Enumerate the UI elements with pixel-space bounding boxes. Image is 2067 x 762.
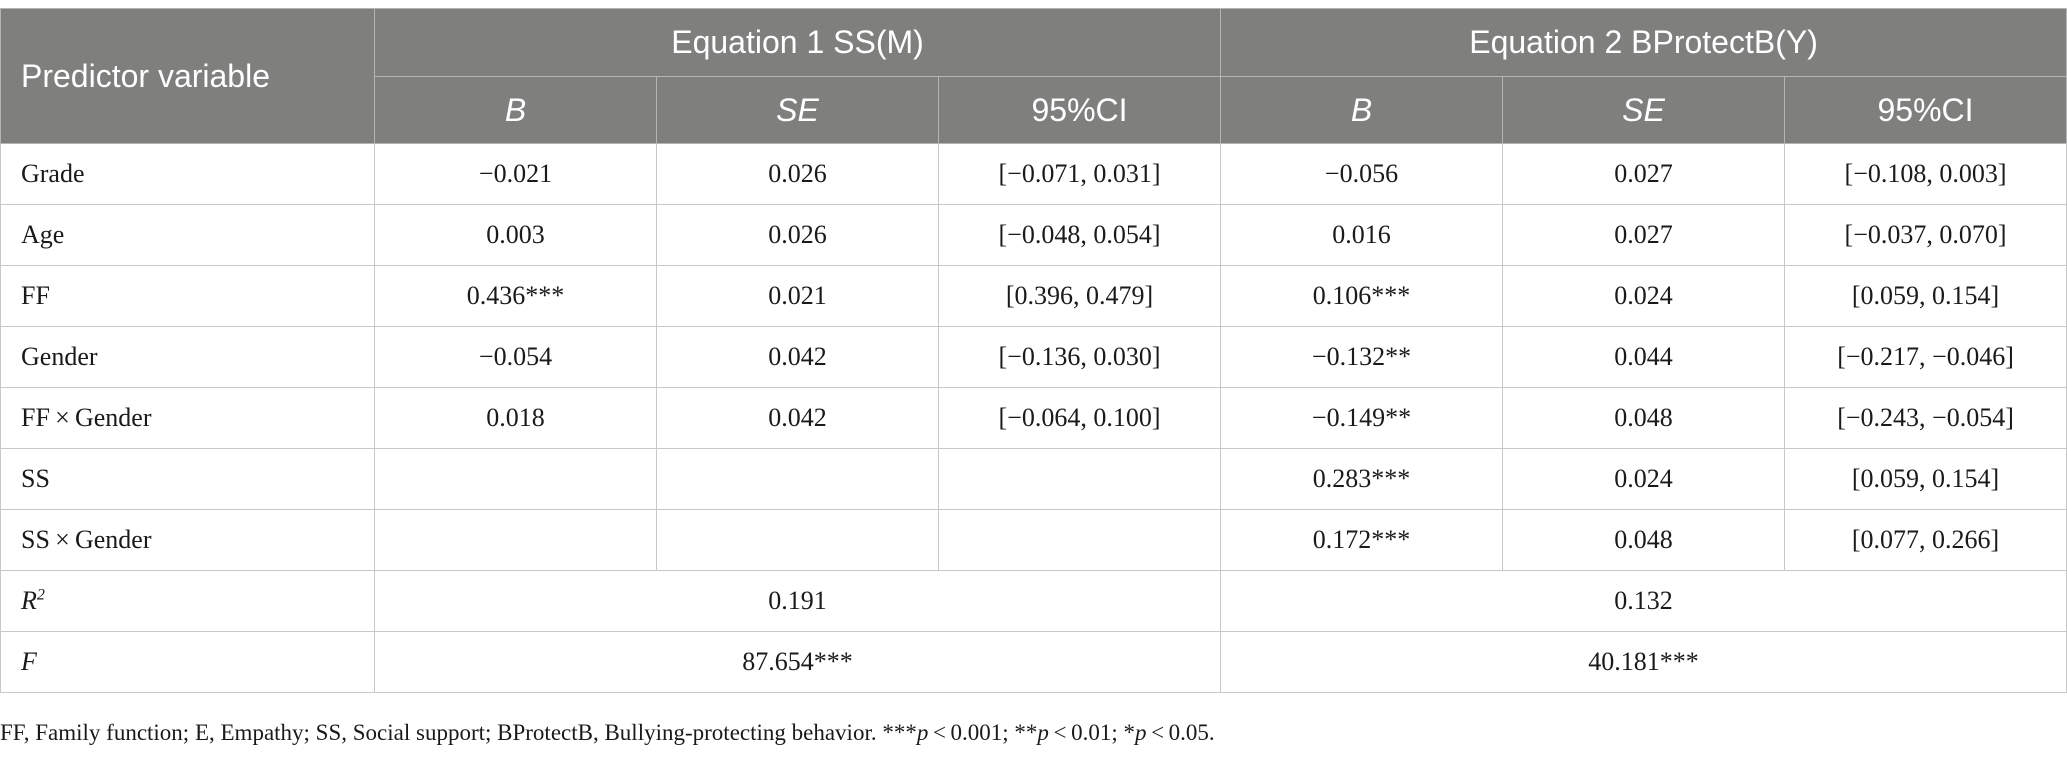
f-eq2: 40.181*** xyxy=(1220,631,2067,693)
row-label: FF × Gender xyxy=(0,387,375,449)
table-cell: 0.106*** xyxy=(1220,265,1504,327)
table-row: SS 0.283*** 0.024 [0.059, 0.154] xyxy=(0,448,2067,510)
footnote-p2: p xyxy=(1037,720,1049,745)
table-cell: 0.172*** xyxy=(1220,509,1504,571)
row-label: Age xyxy=(0,204,375,266)
r-squared-label: R2 xyxy=(0,570,375,632)
table-cell: −0.149** xyxy=(1220,387,1504,449)
eq2-se-header: SE xyxy=(1502,76,1786,144)
table-cell xyxy=(374,509,657,571)
row-label: SS xyxy=(0,448,375,510)
table-cell xyxy=(374,448,657,510)
table-cell: [−0.136, 0.030] xyxy=(937,326,1222,388)
table-cell: −0.056 xyxy=(1220,143,1504,205)
footnote-part4: < 0.05. xyxy=(1146,720,1215,745)
row-label: Grade xyxy=(0,143,375,205)
table-cell: [0.059, 0.154] xyxy=(1784,265,2067,327)
table-cell: [−0.217, −0.046] xyxy=(1784,326,2067,388)
group-header-row: Predictor variable Equation 1 SS(M) Equa… xyxy=(0,8,2067,144)
eq2-b-header: B xyxy=(1220,76,1504,144)
row-label: FF xyxy=(0,265,375,327)
r-squared-label-sup: 2 xyxy=(36,586,45,604)
table-cell: 0.016 xyxy=(1220,204,1504,266)
table-cell: 0.283*** xyxy=(1220,448,1504,510)
table-cell xyxy=(937,509,1222,571)
table-cell xyxy=(656,448,939,510)
table-cell: [−0.108, 0.003] xyxy=(1784,143,2067,205)
table-row: FF × Gender 0.018 0.042 [−0.064, 0.100] … xyxy=(0,387,2067,449)
table-cell: [0.396, 0.479] xyxy=(937,265,1222,327)
footnote-part2: < 0.001; ** xyxy=(928,720,1038,745)
eq1-b-header: B xyxy=(374,76,657,144)
table-cell: 0.018 xyxy=(374,387,657,449)
table-footnote: FF, Family function; E, Empathy; SS, Soc… xyxy=(0,720,1215,746)
eq2-ci-header: 95%CI xyxy=(1784,76,2067,144)
footnote-part3: < 0.01; * xyxy=(1048,720,1135,745)
r-squared-row: R2 0.191 0.132 xyxy=(0,570,2067,632)
equation-2-header: Equation 2 BProtectB(Y) xyxy=(1220,8,2067,77)
predictor-header: Predictor variable xyxy=(0,8,375,144)
table-cell: 0.024 xyxy=(1502,265,1786,327)
regression-table-container: Predictor variable Equation 1 SS(M) Equa… xyxy=(0,8,2067,693)
table-cell: [−0.064, 0.100] xyxy=(937,387,1222,449)
r-squared-eq1: 0.191 xyxy=(373,570,1222,632)
table-cell xyxy=(937,448,1222,510)
table-cell: 0.048 xyxy=(1502,387,1786,449)
regression-table: Predictor variable Equation 1 SS(M) Equa… xyxy=(0,8,2067,693)
table-cell: 0.026 xyxy=(656,204,939,266)
table-cell: [−0.037, 0.070] xyxy=(1784,204,2067,266)
table-cell xyxy=(656,509,939,571)
f-eq1: 87.654*** xyxy=(373,631,1222,693)
eq1-se-header: SE xyxy=(656,76,939,144)
eq1-ci-header: 95%CI xyxy=(937,76,1222,144)
footnote-p1: p xyxy=(916,720,929,745)
table-cell: [0.077, 0.266] xyxy=(1784,509,2067,571)
f-row: F 87.654*** 40.181*** xyxy=(0,631,2067,693)
footnote-p3: p xyxy=(1135,720,1147,745)
table-cell: −0.132** xyxy=(1220,326,1504,388)
table-cell: −0.021 xyxy=(374,143,657,205)
table-cell: 0.021 xyxy=(656,265,939,327)
table-cell: 0.027 xyxy=(1502,143,1786,205)
table-cell: 0.436*** xyxy=(374,265,657,327)
table-row: Grade −0.021 0.026 [−0.071, 0.031] −0.05… xyxy=(0,143,2067,205)
table-row: FF 0.436*** 0.021 [0.396, 0.479] 0.106**… xyxy=(0,265,2067,327)
table-cell: 0.042 xyxy=(656,326,939,388)
table-row: Gender −0.054 0.042 [−0.136, 0.030] −0.1… xyxy=(0,326,2067,388)
table-cell: [−0.071, 0.031] xyxy=(937,143,1222,205)
table-cell: [−0.243, −0.054] xyxy=(1784,387,2067,449)
table-row: Age 0.003 0.026 [−0.048, 0.054] 0.016 0.… xyxy=(0,204,2067,266)
table-cell: −0.054 xyxy=(374,326,657,388)
equation-1-header: Equation 1 SS(M) xyxy=(373,8,1222,77)
f-label: F xyxy=(0,631,375,693)
table-cell: [0.059, 0.154] xyxy=(1784,448,2067,510)
r-squared-label-main: R xyxy=(21,586,37,615)
table-cell: 0.027 xyxy=(1502,204,1786,266)
table-cell: [−0.048, 0.054] xyxy=(937,204,1222,266)
table-cell: 0.003 xyxy=(374,204,657,266)
table-row: SS × Gender 0.172*** 0.048 [0.077, 0.266… xyxy=(0,509,2067,571)
sub-header-row: B SE 95%CI B SE 95%CI xyxy=(1,76,2067,144)
footnote-part1: FF, Family function; E, Empathy; SS, Soc… xyxy=(0,720,917,745)
table-cell: 0.042 xyxy=(656,387,939,449)
table-cell: 0.044 xyxy=(1502,326,1786,388)
table-cell: 0.048 xyxy=(1502,509,1786,571)
table-cell: 0.026 xyxy=(656,143,939,205)
table-cell: 0.024 xyxy=(1502,448,1786,510)
row-label: SS × Gender xyxy=(0,509,375,571)
r-squared-eq2: 0.132 xyxy=(1220,570,2067,632)
row-label: Gender xyxy=(0,326,375,388)
